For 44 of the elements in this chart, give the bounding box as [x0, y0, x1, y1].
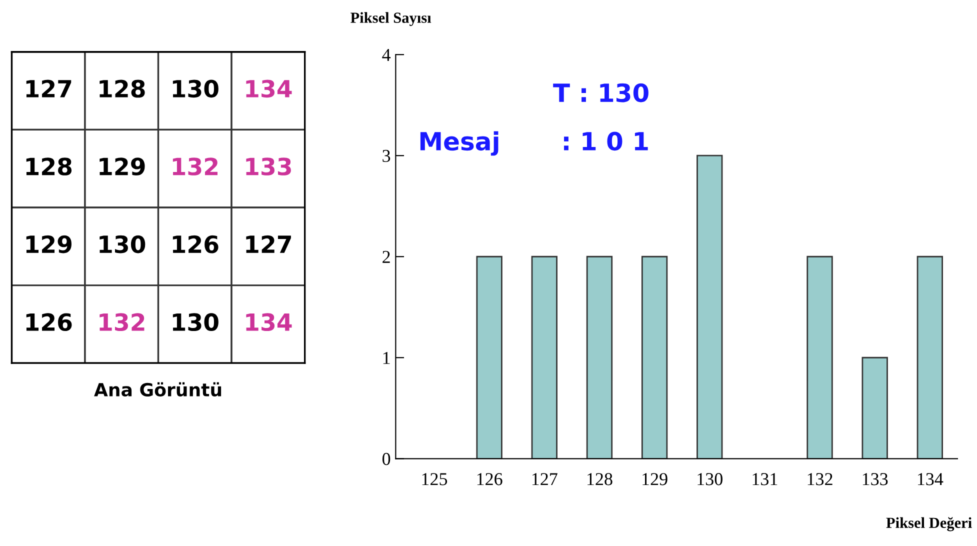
x-tick-label: 132 [808, 473, 832, 486]
data-label: 128 [26, 158, 72, 176]
x-tick-label: 126 [477, 473, 502, 486]
data-label: 133 [246, 158, 291, 176]
bar [916, 256, 944, 459]
bar [586, 256, 613, 459]
data-label: 134 [246, 313, 292, 332]
bar [806, 256, 833, 459]
x-tick-label: 133 [862, 473, 888, 486]
bar [696, 154, 723, 459]
annotation: T : 130 [553, 83, 648, 102]
data-label: 126 [26, 313, 72, 332]
x-tick-label: 127 [532, 473, 558, 486]
bar [641, 256, 668, 459]
data-label: 130 [172, 313, 218, 332]
data-label: 132 [100, 313, 144, 332]
data-label: 130 [100, 235, 146, 254]
data-label: 128 [100, 80, 145, 98]
x-axis-title: Piksel Değeri [886, 517, 972, 532]
data-label: 132 [172, 158, 218, 176]
x-tick-label: 129 [642, 473, 668, 486]
bar [476, 256, 502, 459]
y-tick-label: 4 [382, 48, 391, 61]
data-label: 127 [26, 80, 72, 98]
x-tick-label: 128 [588, 473, 612, 486]
data-label: 126 [172, 235, 218, 254]
x-tick-label: 134 [918, 473, 944, 486]
x-tick-label: 131 [752, 473, 778, 486]
y-tick-label: 1 [383, 352, 390, 364]
data-label: 129 [26, 235, 72, 254]
bar [531, 256, 558, 459]
x-axis-title: Ana Görüntü [94, 382, 222, 397]
data-label: 127 [246, 235, 291, 253]
x-tick-label: 125 [422, 473, 448, 486]
data-label: 129 [100, 158, 145, 176]
y-tick-label: 0 [382, 452, 390, 466]
bar [862, 356, 888, 459]
annotation: Mesaj : 1 0 1 [420, 131, 648, 156]
x-tick-label: 130 [698, 473, 722, 486]
y-tick-label: 2 [382, 250, 390, 263]
data-label: 130 [172, 80, 218, 98]
y-tick-label: 3 [382, 150, 390, 162]
data-label: 134 [246, 80, 292, 98]
y-axis-title: Piksel Sayısı [350, 12, 432, 26]
